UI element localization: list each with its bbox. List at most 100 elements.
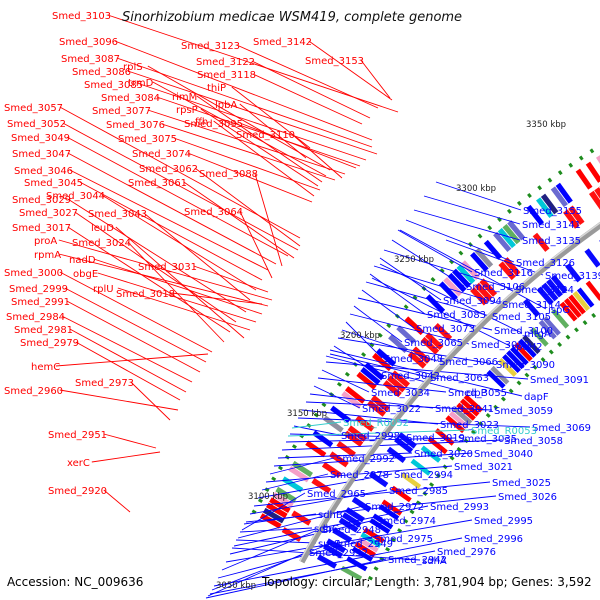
reverse-gene-label: Smed_3022 [362,404,421,415]
cog-block-inner [490,365,510,385]
inner-tick-mark [516,380,522,386]
forward-cds-arrow [366,400,387,417]
cog-block-outer [483,239,503,260]
forward-gene-label: Smed_2984 [6,312,65,323]
reverse-gene-label: Smed_3059 [494,406,553,417]
forward-gene-label: Smed_3031 [138,262,197,273]
outer-tick-mark [527,193,532,199]
forward-cds-arrow [370,395,390,412]
reverse-gene-label: Smed_2965 [307,489,366,500]
reverse-gene-label: Smed_3042 [381,371,440,382]
reverse-label-line [305,401,493,411]
forward-label-line [58,253,269,307]
forward-cds-arrow [321,461,342,478]
cog-block-outer [360,367,381,386]
forward-label-line [64,287,207,363]
forward-label-line [236,44,379,109]
reverse-label-line [445,239,544,276]
forward-gene-label: Smed_3088 [199,169,258,180]
outer-tick-mark [578,155,584,161]
forward-label-line [147,109,346,175]
reverse-label-line [205,558,387,599]
cog-block-inner [456,402,476,421]
inner-tick-mark [493,404,499,410]
forward-gene-label: Smed_3123 [181,41,240,52]
forward-label-line [59,389,179,411]
inner-tick-mark [435,473,441,479]
reverse-label-line [269,457,335,475]
gene-labels: Smed_3103 Smed_3096 Smed_3087 Smed_3086 Smed… [4,11,600,567]
reverse-label-line [257,473,393,499]
outer-tick-mark [344,371,350,377]
reverse-gene-label: Smed_3063 [430,373,489,384]
reverse-cds-arrow [394,436,414,454]
cog-block-inner [576,287,595,308]
forward-label-line [252,73,363,125]
outer-tick-mark [321,402,327,408]
outer-tick-mark [487,225,493,231]
reverse-gene-label: Smed_3073 [416,324,475,335]
forward-gene-label: Smed_2973 [75,378,134,389]
forward-gene-label: Smed_3122 [196,57,255,68]
reverse-cds-arrow [338,517,359,533]
outer-tick-mark [361,352,367,357]
inner-tick-mark [403,518,409,524]
inner-tick-mark [485,412,491,418]
reverse-gene-label: Smed_3065 [404,338,463,349]
reverse-label-line [225,519,473,563]
forward-label-line [115,226,245,339]
cog-block-inner [390,485,412,503]
forward-gene-label: Smed_3096 [59,37,118,48]
reverse-cds-arrow [522,298,541,318]
forward-gene-label: lpbA [215,100,237,111]
cog-block-inner [551,308,570,329]
cog-block-outer [497,227,516,249]
forward-cds-arrow [588,190,600,210]
forward-cds-arrow [336,440,356,458]
reverse-gene-label: rpoH2 [512,342,542,353]
forward-label-line [139,83,367,161]
inner-tick-mark [532,364,538,370]
reverse-label-line [329,349,523,397]
backbone [299,221,600,564]
cog-block-inner [452,406,473,425]
cog-block-outer [526,204,545,226]
reverse-gene-label: Smed_3034 [371,388,430,399]
outer-tick-mark [449,259,454,265]
feature-layer [251,148,600,581]
reverse-cds-arrow [584,248,600,268]
inner-tick-mark [500,396,506,402]
reverse-label-line [277,452,413,459]
forward-gene-label: rpmA [34,250,61,261]
reverse-label-line [285,437,457,443]
outer-tick-mark [369,342,375,348]
reverse-gene-label: Smed_3021 [454,462,513,473]
cog-block-inner [486,369,506,389]
map-title: Sinorhizobium medicae WSM419, complete g… [122,10,463,25]
cog-block-inner [410,458,432,476]
forward-label-line [127,70,378,155]
reverse-gene-label: Smed_3048 [384,354,443,365]
reverse-gene-label: Smed_3023 [440,420,499,431]
inner-tick-mark [470,429,476,435]
outer-tick-mark [557,170,563,176]
forward-gene-label: Smed_3103 [52,11,111,22]
ticks: 3350 kbp 3300 kbp 3250 kbp 3200 kbp 3150 kbp… [216,120,566,591]
reverse-label-line [337,337,495,365]
reverse-gene-label: Smed_3089 [471,340,530,351]
forward-gene-label: rplS [123,62,143,73]
reverse-gene-label: Smed_3094 [443,296,502,307]
forward-label-line [103,433,157,449]
reverse-cds-arrow [536,286,554,306]
forward-label-line [187,152,313,203]
reverse-gene-label: Smed_3091 [530,375,589,386]
forward-gene-label: Smed_3000 [4,268,63,279]
forward-label-line [152,81,327,177]
cog-block-outer [272,492,294,508]
outer-tick-mark [291,444,297,449]
cog-block-inner [563,298,582,319]
forward-gene-label: Smed_3017 [12,223,71,234]
forward-label-line [61,315,193,383]
cog-block-inner [585,280,600,301]
reverse-gene-label: Smed_3114 [502,300,561,311]
